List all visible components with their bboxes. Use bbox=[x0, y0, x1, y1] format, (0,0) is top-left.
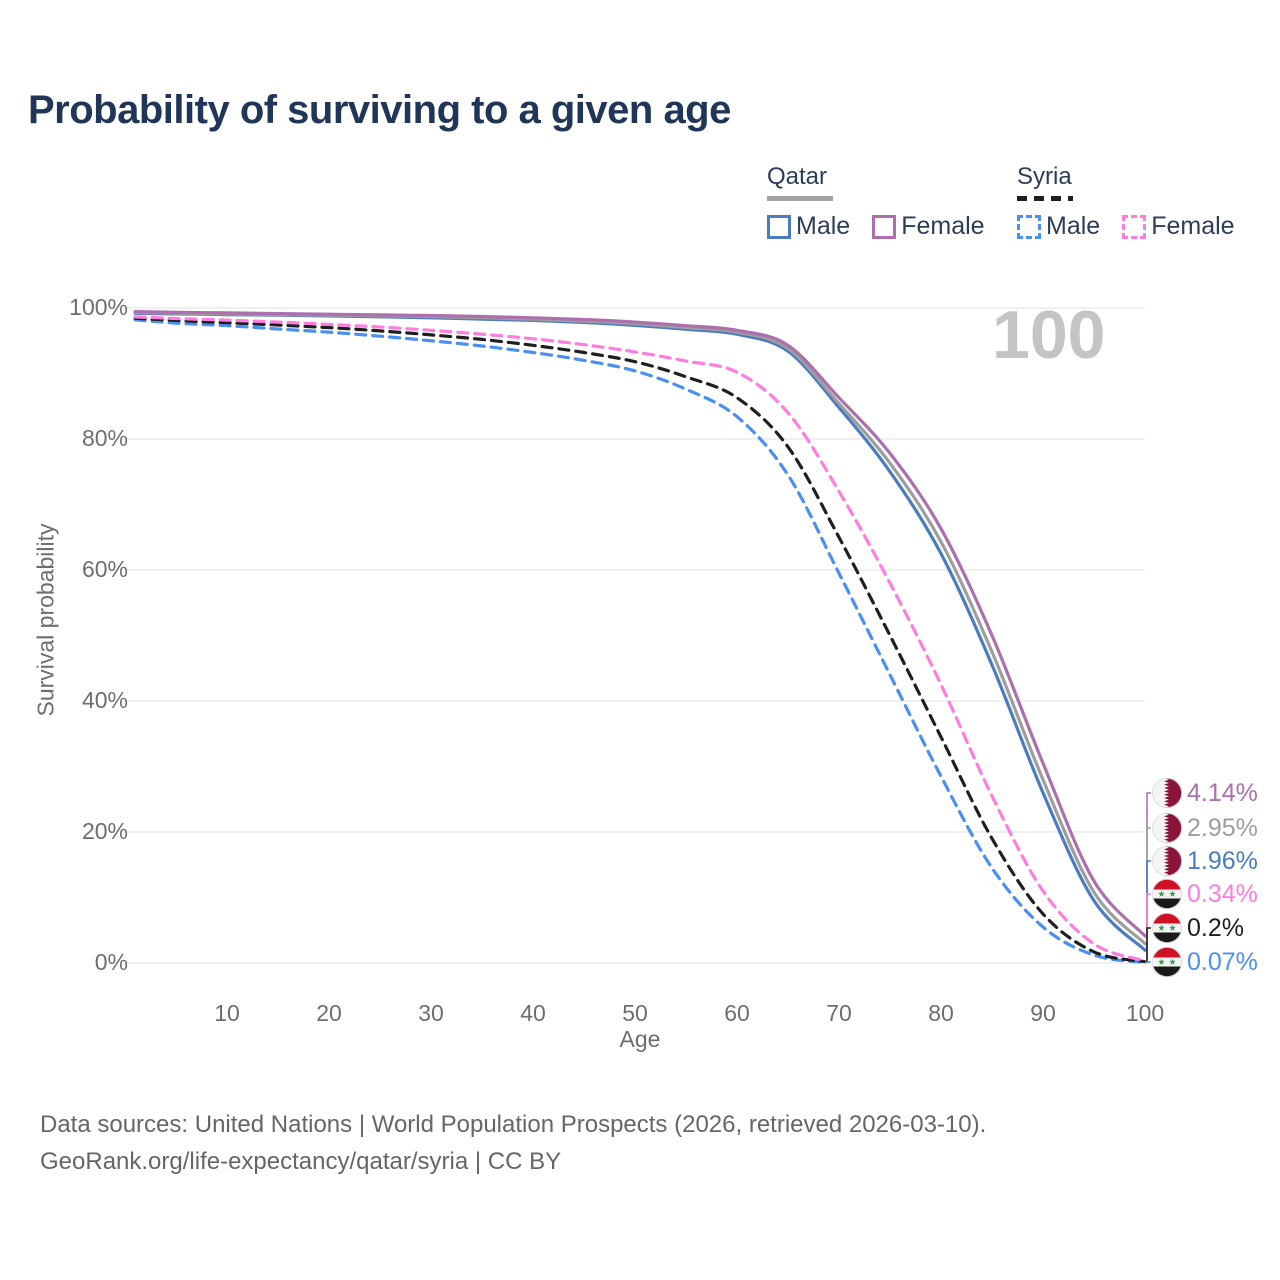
x-tick-label: 10 bbox=[214, 1000, 240, 1026]
x-tick-label: 100 bbox=[1125, 1000, 1165, 1026]
end-label-value: 1.96% bbox=[1187, 846, 1258, 875]
legend-country-qatar: Qatar bbox=[767, 163, 828, 190]
syria-flag-icon bbox=[1152, 913, 1182, 943]
legend-item-syria-male[interactable]: Male bbox=[1017, 212, 1100, 241]
legend-item-label: Female bbox=[901, 212, 985, 240]
y-tick-label: 20% bbox=[81, 818, 128, 844]
end-label-connector-qatar-female bbox=[1145, 792, 1151, 937]
x-tick-label: 20 bbox=[316, 1000, 342, 1026]
x-tick-label: 60 bbox=[724, 1000, 750, 1026]
end-label-qatar-male[interactable]: 1.96% bbox=[1152, 846, 1258, 876]
end-label-syria-female[interactable]: 0.34% bbox=[1152, 879, 1258, 909]
x-tick-label: 40 bbox=[520, 1000, 546, 1026]
end-label-syria-both[interactable]: 0.2% bbox=[1152, 913, 1244, 943]
legend-group-qatar: Qatar Male Female bbox=[767, 163, 985, 241]
syria-female-swatch-icon bbox=[1122, 214, 1147, 239]
qatar-flag-icon bbox=[1152, 778, 1182, 808]
x-tick-label: 70 bbox=[826, 1000, 852, 1026]
series-line-qatar-male[interactable] bbox=[133, 311, 1147, 952]
legend-group-syria: Syria Male Female bbox=[1017, 163, 1235, 241]
hover-age-watermark: 100 bbox=[992, 297, 1106, 373]
end-label-value: 0.34% bbox=[1187, 879, 1258, 908]
y-tick-label: 100% bbox=[69, 294, 128, 320]
x-tick-label: 80 bbox=[928, 1000, 954, 1026]
legend-country-syria: Syria bbox=[1017, 163, 1072, 190]
end-label-value: 4.14% bbox=[1187, 778, 1258, 807]
syria-flag-icon bbox=[1152, 879, 1182, 909]
qatar-female-swatch-icon bbox=[872, 214, 897, 239]
x-axis-title: Age bbox=[619, 1026, 661, 1052]
footer: Data sources: United Nations | World Pop… bbox=[40, 1106, 986, 1180]
series-line-qatar-female[interactable] bbox=[133, 310, 1147, 938]
qatar-male-swatch-icon bbox=[767, 214, 791, 239]
qatar-flag-icon bbox=[1152, 846, 1182, 876]
x-tick-label: 50 bbox=[622, 1000, 648, 1026]
series-line-syria-male[interactable] bbox=[133, 318, 1147, 965]
legend-linestyle-qatar bbox=[767, 196, 833, 201]
legend-item-label: Male bbox=[1046, 212, 1101, 240]
y-axis-title: Survival probability bbox=[32, 523, 59, 717]
y-tick-label: 60% bbox=[81, 556, 128, 582]
x-tick-label: 30 bbox=[418, 1000, 444, 1026]
footer-datasource: Data sources: United Nations | World Pop… bbox=[40, 1111, 987, 1138]
end-label-connector-qatar-both bbox=[1145, 827, 1151, 945]
legend-item-label: Male bbox=[796, 212, 851, 240]
syria-male-swatch-icon bbox=[1017, 214, 1041, 239]
legend-item-syria-female[interactable]: Female bbox=[1122, 212, 1235, 241]
end-label-value: 0.07% bbox=[1187, 947, 1258, 976]
end-label-syria-male[interactable]: 0.07% bbox=[1152, 947, 1258, 977]
series-line-syria-both[interactable] bbox=[133, 316, 1147, 964]
series-line-syria-female[interactable] bbox=[133, 315, 1147, 963]
end-label-qatar-female[interactable]: 4.14% bbox=[1152, 778, 1258, 808]
series-line-qatar-both[interactable] bbox=[133, 310, 1147, 946]
end-label-qatar-both[interactable]: 2.95% bbox=[1152, 813, 1258, 843]
footer-attribution: GeoRank.org/life-expectancy/qatar/syria … bbox=[40, 1148, 562, 1175]
end-label-connector-syria-male bbox=[1145, 961, 1151, 964]
legend-item-label: Female bbox=[1151, 212, 1235, 240]
legend-item-qatar-female[interactable]: Female bbox=[872, 212, 985, 241]
qatar-flag-icon bbox=[1152, 813, 1182, 843]
y-tick-label: 0% bbox=[94, 949, 128, 975]
end-label-value: 2.95% bbox=[1187, 813, 1258, 842]
page-title: Probability of surviving to a given age bbox=[28, 88, 731, 132]
syria-flag-icon bbox=[1152, 947, 1182, 977]
y-tick-label: 80% bbox=[81, 425, 128, 451]
legend-linestyle-syria bbox=[1017, 196, 1073, 201]
legend-item-qatar-male[interactable]: Male bbox=[767, 212, 850, 241]
y-tick-label: 40% bbox=[81, 687, 128, 713]
end-label-value: 0.2% bbox=[1187, 913, 1244, 942]
x-tick-label: 90 bbox=[1030, 1000, 1056, 1026]
